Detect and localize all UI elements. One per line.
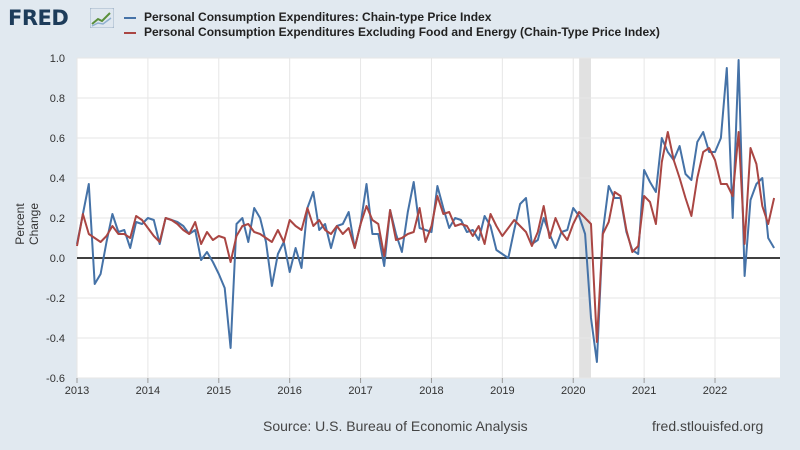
series-line-core <box>76 131 776 343</box>
y-tick-label: -0.2 <box>46 293 65 305</box>
x-tick-label: 2016 <box>277 385 301 397</box>
y-tick-label: -0.4 <box>46 333 65 345</box>
x-tick-label: 2017 <box>348 385 372 397</box>
x-tick-label: 2014 <box>136 385 160 397</box>
legend-swatch-pce <box>124 16 136 19</box>
legend-swatch-core <box>124 31 136 34</box>
source-text: Source: U.S. Bureau of Economic Analysis <box>263 418 528 434</box>
x-tick-label: 2019 <box>490 385 514 397</box>
y-tick-label: 0.4 <box>50 173 65 185</box>
x-tick-label: 2015 <box>207 385 231 397</box>
y-tick-label: 1.0 <box>50 53 65 65</box>
y-tick-label: 0.2 <box>50 213 65 225</box>
legend-item-pce[interactable]: Personal Consumption Expenditures: Chain… <box>124 10 660 25</box>
x-tick-label: 2022 <box>703 385 727 397</box>
legend-item-core[interactable]: Personal Consumption Expenditures Exclud… <box>124 25 660 40</box>
y-axis-label: Percent Change <box>13 202 41 246</box>
chart-trend-icon <box>90 8 114 28</box>
fred-logo[interactable]: FRED <box>8 6 69 30</box>
x-tick-label: 2013 <box>65 385 89 397</box>
y-tick-label: 0.0 <box>50 253 65 265</box>
series-line-pce <box>76 59 775 363</box>
site-link[interactable]: fred.stlouisfed.org <box>652 418 764 434</box>
x-tick-label: 2020 <box>561 385 585 397</box>
legend-label-pce: Personal Consumption Expenditures: Chain… <box>144 10 492 24</box>
chart-legend: Personal Consumption Expenditures: Chain… <box>124 10 660 40</box>
y-tick-label: 0.8 <box>50 93 65 105</box>
y-tick-label: 0.6 <box>50 133 65 145</box>
legend-label-core: Personal Consumption Expenditures Exclud… <box>144 25 660 39</box>
x-tick-label: 2018 <box>419 385 443 397</box>
y-tick-label: -0.6 <box>46 373 65 385</box>
x-tick-label: 2021 <box>632 385 656 397</box>
